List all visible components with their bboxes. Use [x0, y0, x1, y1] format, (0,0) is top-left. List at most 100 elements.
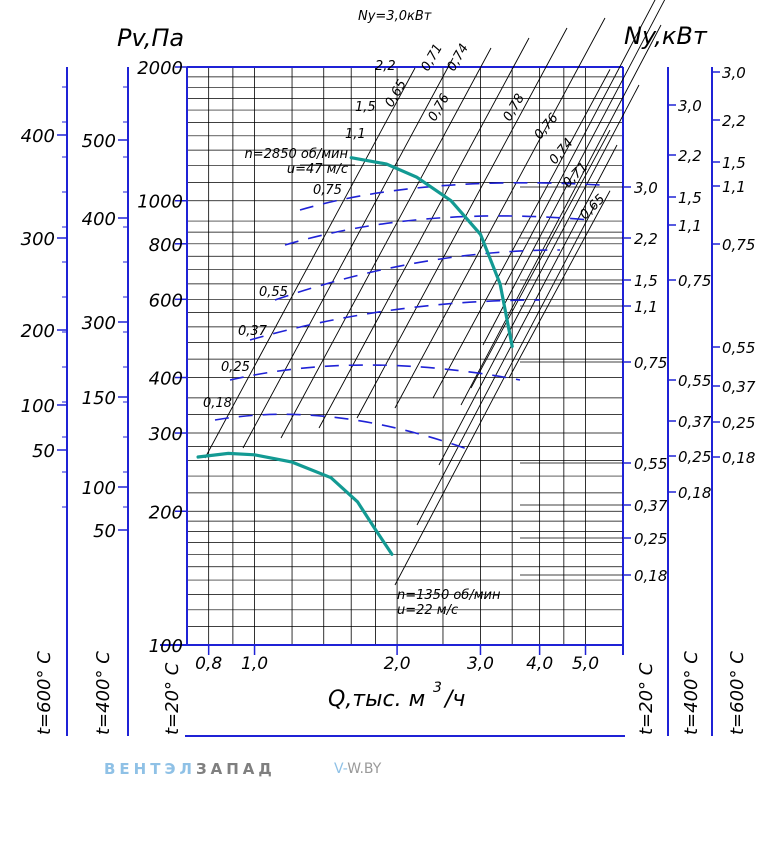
- y-tick-label: 200: [149, 502, 183, 523]
- curve-1-speed-label: n=2850 об/мин: [245, 147, 349, 162]
- x-tick-label: 3,0: [467, 654, 494, 674]
- power-scale-label: 3,0: [678, 97, 702, 115]
- site-prefix: V-: [334, 761, 348, 777]
- diagonal-line: [508, 190, 611, 379]
- curve-2-speed-label: n=1350 об/мин: [397, 588, 501, 603]
- performance-curve-1: [349, 156, 514, 348]
- power-scale-label: 3,0: [634, 179, 658, 197]
- x-tick-label: 0,8: [195, 654, 222, 674]
- power-scale-label: 0,18: [722, 449, 755, 467]
- diagonal-line: [204, 67, 416, 459]
- power-scale-label: 0,55: [722, 339, 755, 357]
- power-scale-label: 0,18: [678, 484, 711, 502]
- power-scale-label: 0,37: [634, 497, 668, 515]
- x-tick-label: 1,0: [241, 654, 268, 674]
- y-axis-title-left: Pv,Па: [117, 24, 184, 52]
- diagonal-line: [242, 57, 454, 449]
- power-value-label: 1,5: [355, 100, 376, 115]
- power-value-label: 0,75: [313, 183, 342, 198]
- diagonal-line: [504, 0, 656, 286]
- power-scale-label: 0,55: [678, 372, 711, 390]
- y-tick-label: 100: [149, 636, 183, 657]
- power-scale-label: 0,25: [634, 530, 667, 548]
- curve-1-velocity-label: u=47 м/с: [287, 162, 348, 177]
- y-tick-label: 400: [149, 369, 183, 390]
- x-tick-label: 4,0: [526, 654, 553, 674]
- y-tick-label: 2000: [137, 58, 183, 79]
- temp-scale-label: 300: [21, 229, 55, 250]
- y-tick-label: 600: [149, 290, 183, 311]
- power-scale-label: 2,2: [722, 112, 746, 130]
- y-tick-label: 1000: [137, 192, 183, 213]
- temp-scale-label: 200: [21, 321, 55, 342]
- power-scale-label: 0,25: [722, 414, 755, 432]
- efficiency-curve: [284, 215, 591, 246]
- diagonal-line: [394, 204, 596, 586]
- power-scale-label: 0,37: [722, 378, 756, 396]
- temp-scale-label: 500: [82, 131, 116, 152]
- temp-scale-label: 300: [82, 313, 116, 334]
- x-tick-label: 5,0: [572, 654, 599, 674]
- power-scale-label: 0,75: [678, 272, 711, 290]
- diagonal-line: [432, 69, 611, 399]
- power-scale-label: 1,1: [634, 298, 658, 316]
- diagonal-line: [318, 37, 530, 429]
- temp-scale-label: 100: [21, 396, 55, 417]
- curve-2-velocity-label: u=22 м/с: [397, 603, 458, 618]
- x-axis-title: Q,тыс. м: [328, 687, 425, 712]
- power-scale-label: 0,75: [722, 236, 755, 254]
- power-scale-label: 1,1: [678, 217, 702, 235]
- y-tick-label: 300: [149, 424, 183, 445]
- brand-part-2: ЗАПАД: [195, 760, 276, 778]
- power-scale-label: 0,75: [634, 354, 667, 372]
- efficiency-label: 0,65: [577, 192, 608, 223]
- efficiency-curve: [214, 413, 471, 451]
- power-scale-label: 0,55: [634, 455, 667, 473]
- efficiency-curve: [229, 364, 521, 381]
- power-scale-label: 3,0: [722, 64, 746, 82]
- power-scale-label: 0,25: [678, 448, 711, 466]
- t600-label-left: t=600° С: [34, 651, 55, 735]
- efficiency-curve: [299, 181, 601, 211]
- power-value-label: 0,37: [238, 324, 268, 339]
- diagonal-line: [438, 84, 640, 466]
- efficiency-label: 0,65: [382, 77, 409, 110]
- t400-label-right: t=400° С: [681, 651, 702, 735]
- x-axis-title-tail: /ч: [443, 687, 465, 712]
- t600-label-right: t=600° С: [727, 651, 748, 735]
- power-scale-label: 1,5: [678, 189, 702, 207]
- diagonal-line: [470, 129, 611, 389]
- efficiency-curve: [274, 249, 561, 301]
- diagonal-line: [482, 0, 666, 346]
- temp-scale-label: 50: [32, 441, 55, 462]
- x-axis-title-sup: 3: [433, 680, 442, 696]
- power-scale-label: 2,2: [634, 230, 658, 248]
- power-scale-label: 1,5: [634, 272, 658, 290]
- power-scale-label: 0,18: [634, 567, 667, 585]
- temp-scale-label: 150: [82, 388, 116, 409]
- temp-scale-label: 400: [82, 209, 116, 230]
- site-link[interactable]: V-W.BY: [334, 761, 381, 777]
- brand-logo: ВЕНТЭЛЗАПАД: [104, 760, 276, 778]
- t20-label-left: t=20° С: [162, 662, 183, 735]
- performance-curve-2: [196, 451, 394, 556]
- diagonal-line: [356, 27, 568, 419]
- t400-label-left: t=400° С: [93, 651, 114, 735]
- power-value-label: Ny=3,0кВт: [358, 9, 432, 24]
- temp-scale-label: 100: [82, 478, 116, 499]
- power-value-label: 0,25: [221, 360, 250, 375]
- power-value-label: 0,55: [259, 285, 288, 300]
- y-tick-label: 800: [149, 235, 183, 256]
- power-value-label: 2,2: [375, 59, 396, 74]
- power-value-label: 0,18: [203, 396, 232, 411]
- temp-scale-label: 400: [21, 126, 55, 147]
- efficiency-label: 0,74: [444, 41, 471, 74]
- y-axis-title-right: Ny,кВт: [624, 22, 708, 50]
- power-scale-label: 0,37: [678, 413, 712, 431]
- power-scale-label: 2,2: [678, 147, 702, 165]
- temp-scale-label: 50: [93, 521, 116, 542]
- t20-label-right: t=20° С: [636, 662, 657, 735]
- efficiency-curve: [249, 299, 541, 341]
- diagonal-line: [416, 144, 618, 526]
